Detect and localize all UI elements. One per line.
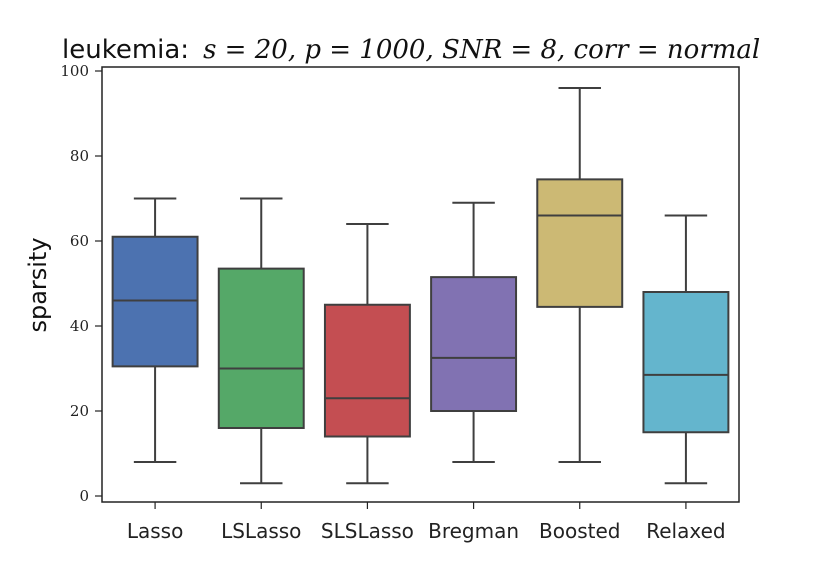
box-group-lasso — [111, 197, 199, 463]
boxes-layer — [111, 87, 730, 485]
box-group-slslasso — [323, 223, 411, 485]
x-tick-label: SLSLasso — [321, 519, 414, 543]
box-group-boosted — [536, 87, 624, 463]
iqr-box — [111, 235, 199, 368]
y-ticks-layer: 0 20 40 60 80 100 — [60, 62, 102, 505]
x-tick-label: Boosted — [539, 519, 620, 543]
x-ticks-layer: Lasso LSLasso SLSLasso Bregman Boosted Relaxe… — [127, 502, 726, 543]
chart-title-math: s = 20, p = 1000, SNR = 8, corr = normal — [203, 35, 760, 65]
box-group-lslasso — [217, 197, 305, 485]
y-tick-label: 80 — [70, 147, 89, 165]
box-group-relaxed — [642, 214, 730, 485]
x-tick-label: Lasso — [127, 519, 183, 543]
y-tick-label: 20 — [70, 402, 89, 420]
iqr-box — [536, 178, 624, 308]
y-tick-label: 40 — [70, 317, 89, 335]
y-tick-label: 60 — [70, 232, 89, 250]
chart-title: leukemia: s = 20, p = 1000, SNR = 8, cor… — [62, 35, 760, 65]
x-tick-label: LSLasso — [221, 519, 301, 543]
box-group-bregman — [430, 201, 518, 463]
iqr-box — [642, 291, 730, 434]
x-tick-label: Relaxed — [646, 519, 725, 543]
iqr-box — [430, 276, 518, 412]
chart-title-prefix: leukemia: — [62, 35, 189, 65]
plot-area-frame — [101, 66, 740, 503]
y-tick-label: 100 — [60, 62, 89, 80]
y-axis-label: sparsity — [24, 237, 52, 332]
iqr-box — [217, 267, 305, 429]
x-tick-label: Bregman — [428, 519, 519, 543]
iqr-box — [323, 303, 411, 438]
y-tick-label: 0 — [79, 487, 89, 505]
